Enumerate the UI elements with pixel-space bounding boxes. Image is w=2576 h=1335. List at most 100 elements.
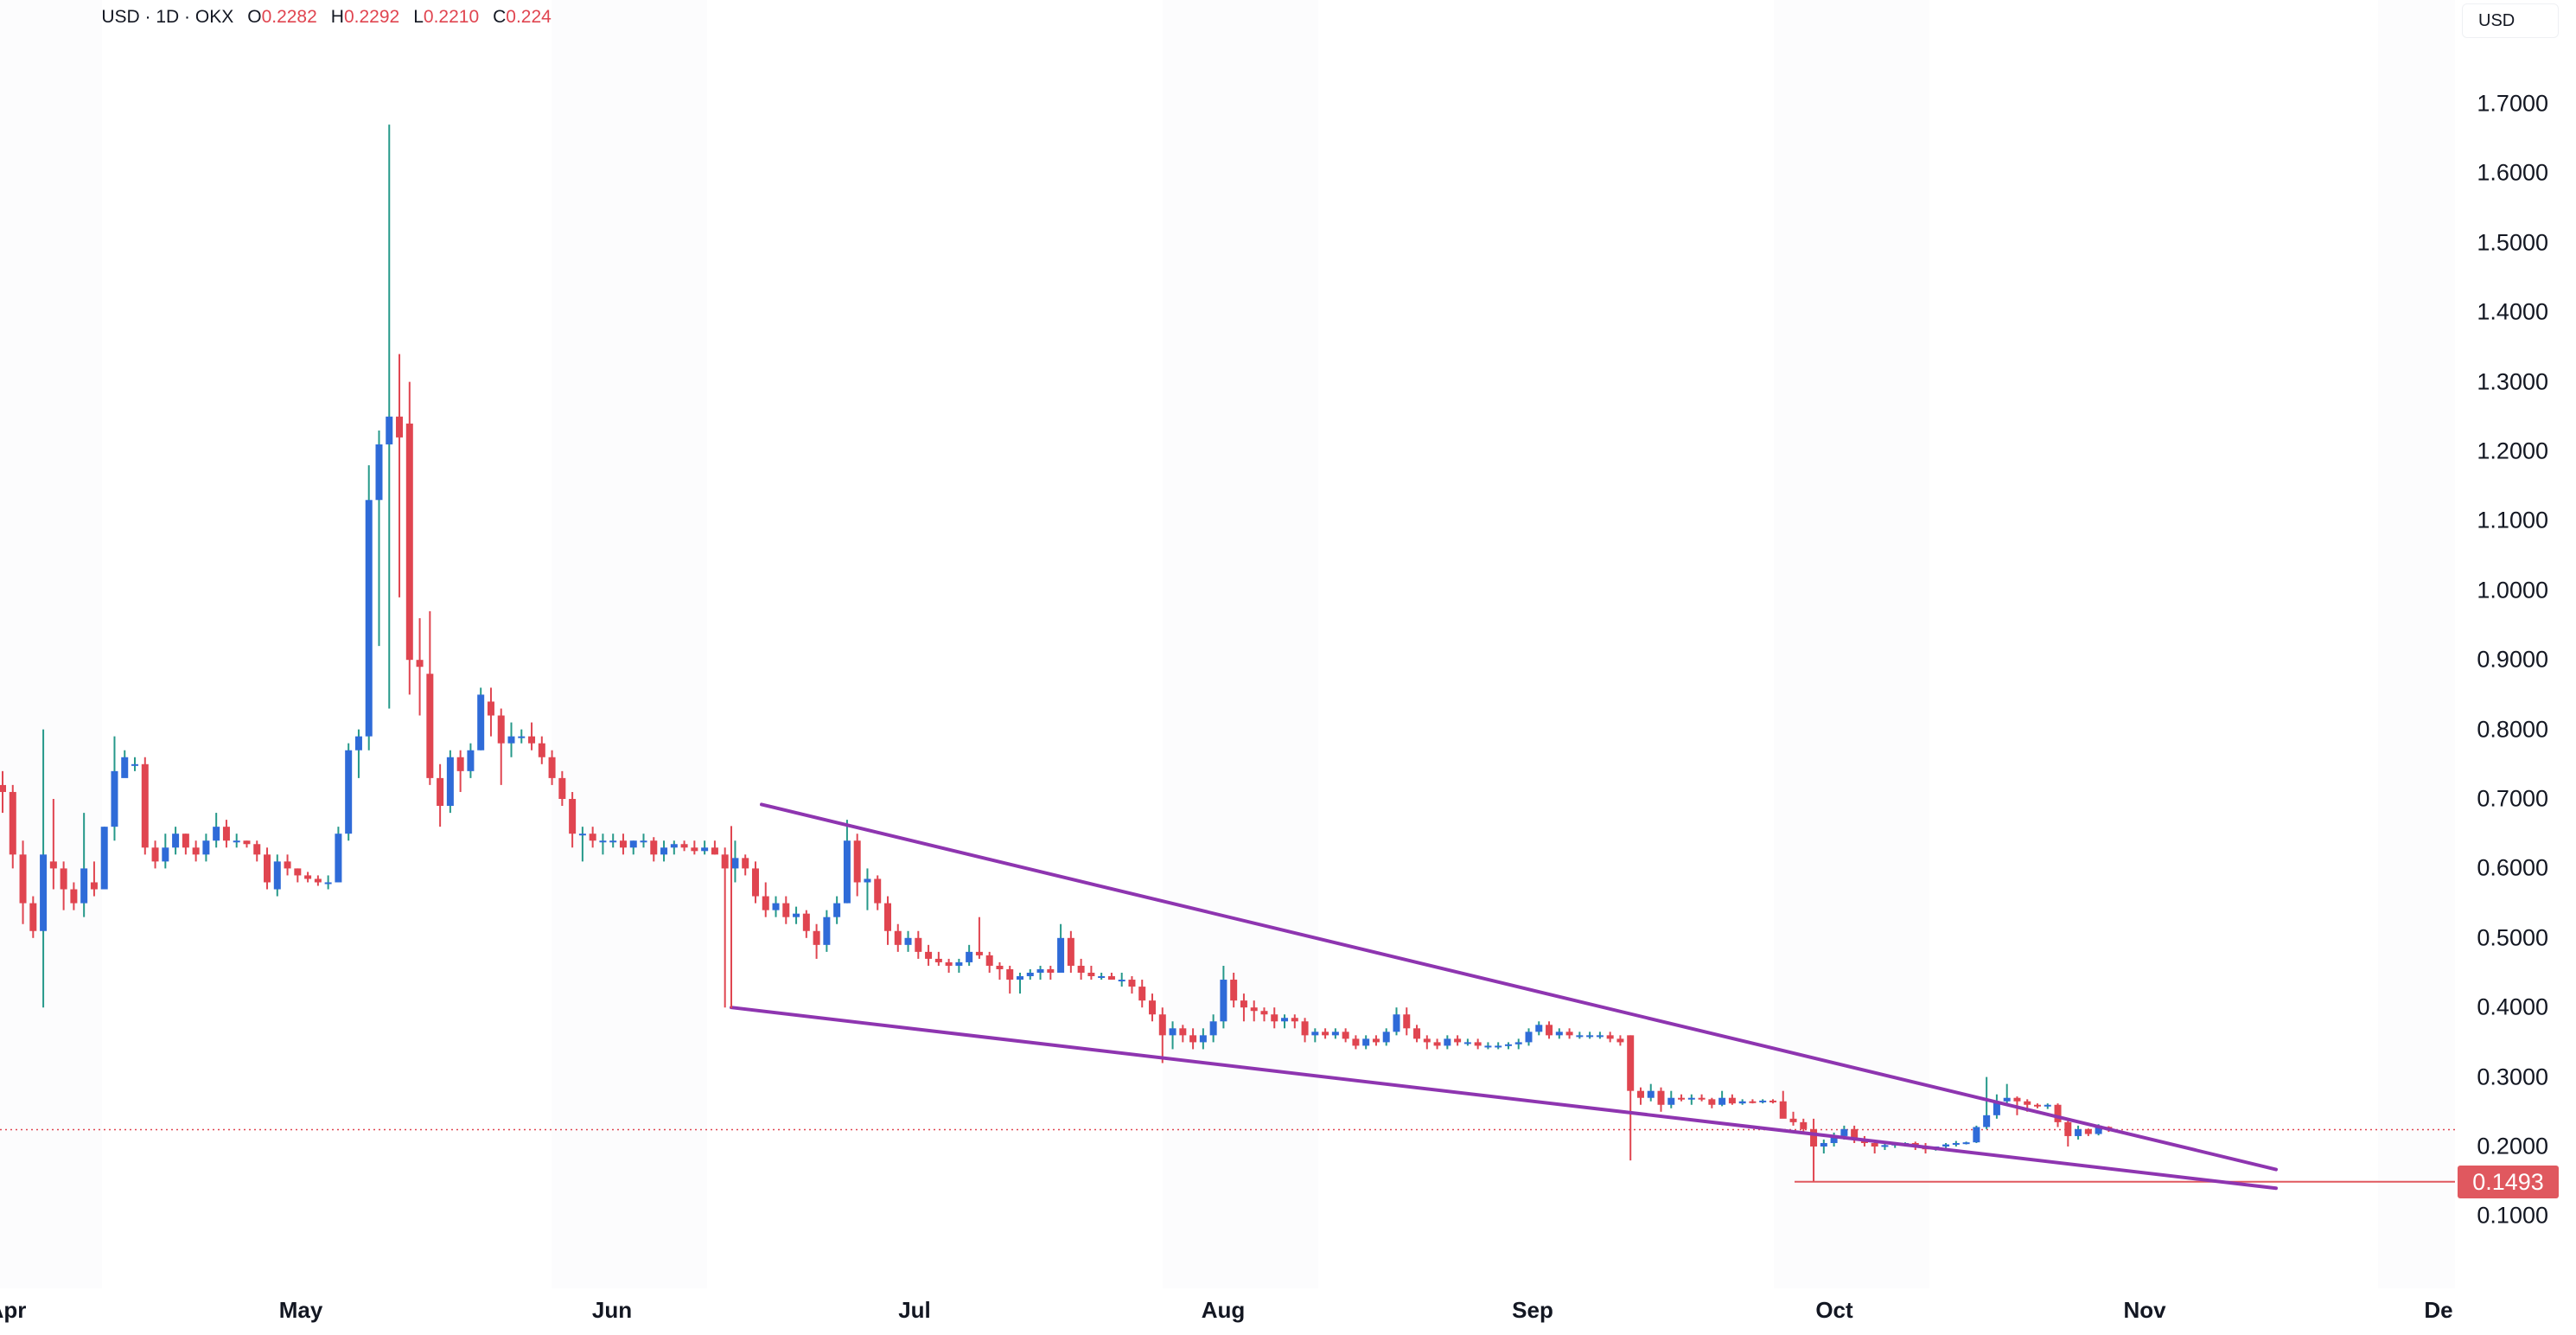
candle-body: [172, 834, 180, 848]
candle-body: [660, 847, 668, 855]
candle-body: [1871, 1142, 1878, 1147]
candle-body: [731, 858, 739, 869]
candle-body: [1169, 1028, 1176, 1036]
price-axis[interactable]: 1.7000 1.6000 1.5000 1.4000 1.3000 1.2000 1.10…: [2455, 0, 2576, 1288]
candle-body: [264, 854, 271, 883]
candle-body: [1565, 1032, 1573, 1036]
candle-body: [2084, 1128, 2092, 1134]
candle-body: [1179, 1028, 1187, 1036]
candle-body: [162, 847, 169, 862]
currency-button[interactable]: USD: [2462, 3, 2559, 38]
candle-body: [1616, 1038, 1624, 1043]
candle-body: [538, 743, 545, 757]
candle-body: [405, 423, 413, 661]
candle-body: [1851, 1128, 1859, 1140]
candle-body: [975, 951, 983, 955]
candle-body: [2003, 1097, 2011, 1102]
candle-body: [599, 840, 607, 843]
candle-body: [2044, 1104, 2051, 1107]
candle-body: [90, 882, 98, 890]
candle-body: [1952, 1142, 1960, 1145]
candle-body: [1718, 1097, 1726, 1105]
candle-body: [1209, 1021, 1217, 1036]
candle-body: [619, 840, 627, 848]
candle-body: [1444, 1038, 1451, 1046]
high-value: 0.2292: [343, 7, 400, 27]
candle-body: [375, 444, 383, 501]
candle-body: [1983, 1115, 1991, 1127]
candle-body: [1627, 1035, 1635, 1091]
candle-body: [894, 930, 902, 945]
candle-body: [2075, 1128, 2082, 1136]
candle-body: [864, 878, 871, 883]
candle-body: [853, 840, 861, 883]
candle-body: [1393, 1014, 1400, 1032]
candle-body: [1769, 1100, 1776, 1102]
candle-body: [609, 840, 617, 843]
candle-body: [1403, 1014, 1411, 1029]
candle-body: [1138, 987, 1146, 1001]
candle-body: [1220, 980, 1227, 1022]
candle-body: [1504, 1044, 1512, 1046]
candle-body: [507, 736, 515, 744]
candle-body: [1474, 1042, 1482, 1046]
candle-body: [945, 961, 953, 966]
price-tick: 0.8000: [2477, 716, 2548, 743]
candle-body: [0, 784, 6, 792]
candle-body: [966, 951, 973, 962]
candle-body: [569, 799, 577, 834]
candle-body: [1647, 1090, 1655, 1098]
candle-body: [1362, 1038, 1370, 1046]
candle-body: [304, 875, 312, 879]
candle-body: [772, 903, 780, 910]
candle-body: [1636, 1090, 1644, 1098]
candle-body: [1322, 1032, 1329, 1036]
candle-body: [1535, 1025, 1543, 1032]
time-tick: De: [2424, 1297, 2453, 1323]
candle-body: [2064, 1121, 2072, 1136]
candle-body: [1057, 937, 1065, 973]
candle-body: [1973, 1127, 1980, 1143]
candle-body: [416, 660, 424, 668]
candlestick-chart[interactable]: [0, 0, 2455, 1288]
open-label: O: [247, 7, 262, 27]
time-tick: Sep: [1512, 1297, 1553, 1323]
candle-body: [1433, 1042, 1441, 1046]
candle-body: [548, 757, 556, 778]
candle-body: [578, 834, 586, 836]
time-axis[interactable]: Apr May Jun Jul Aug Sep Oct Nov De: [0, 1288, 2455, 1335]
candle-body: [202, 840, 210, 855]
candle-body: [762, 896, 769, 910]
price-tick: 1.1000: [2477, 507, 2548, 533]
candle-body: [955, 961, 963, 966]
candle-body: [1250, 1007, 1258, 1012]
price-tick: 1.2000: [2477, 438, 2548, 464]
candle-body: [1667, 1097, 1675, 1105]
candle-body: [1514, 1042, 1522, 1044]
candle-body: [2034, 1104, 2041, 1107]
candle-body: [985, 955, 993, 966]
low-label: L: [413, 7, 424, 27]
candle-body: [1759, 1100, 1767, 1102]
candle-body: [1382, 1032, 1390, 1043]
candle-body: [1260, 1011, 1268, 1015]
candle-body: [1230, 980, 1238, 1001]
candle-body: [904, 937, 912, 945]
candle-body: [1331, 1032, 1339, 1036]
price-tick: 1.0000: [2477, 577, 2548, 604]
candle-body: [1606, 1035, 1614, 1039]
candle-body: [915, 937, 922, 952]
candle-body: [1525, 1032, 1533, 1043]
close-label: C: [493, 7, 507, 27]
candle-body: [1311, 1032, 1319, 1036]
candle-body: [1657, 1090, 1665, 1105]
candle-body: [680, 844, 688, 848]
candle-body: [629, 840, 637, 848]
trendline-lower-wedge: [730, 1006, 2278, 1191]
background-band: [1163, 0, 1318, 1288]
candle-body: [437, 777, 444, 807]
candle-body: [29, 903, 37, 931]
candle-body: [40, 854, 48, 931]
candle-body: [497, 715, 505, 744]
candle-body: [151, 847, 159, 862]
